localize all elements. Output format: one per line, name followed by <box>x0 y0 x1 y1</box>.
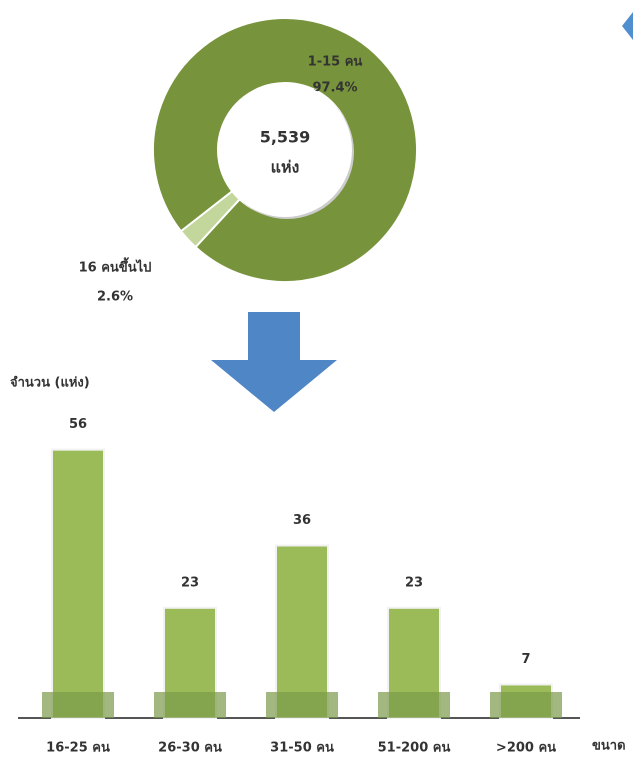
center-label: 5,539 <box>260 128 311 147</box>
slice-value: 2.6% <box>97 290 133 305</box>
center-label: แห่ง <box>271 158 300 177</box>
value-label: 23 <box>181 575 199 590</box>
x-tick-label: 51-200 คน <box>378 741 451 756</box>
down-arrow <box>211 312 337 412</box>
building <box>266 692 338 718</box>
value-label: 23 <box>405 575 423 590</box>
x-tick-label: >200 คน <box>496 741 556 756</box>
x-tick-label: 26-30 คน <box>158 741 222 756</box>
slice-label: 16 คนขึ้นไป <box>79 257 152 276</box>
bar <box>51 448 105 719</box>
slice-value: 97.4% <box>312 81 357 96</box>
donut-hole <box>218 83 352 217</box>
value-label: 56 <box>69 417 87 432</box>
building <box>490 692 562 718</box>
x-tick-label: 16-25 คน <box>46 741 110 756</box>
value-label: 7 <box>521 652 530 667</box>
building <box>378 692 450 718</box>
slice-label: 1-15 คน <box>308 55 363 70</box>
y-axis-label: จำนวน (แห่ง) <box>10 375 90 391</box>
building <box>154 692 226 718</box>
building <box>42 692 114 718</box>
x-tick-label: 31-50 คน <box>270 741 334 756</box>
bar <box>275 544 329 719</box>
decoration <box>622 12 633 40</box>
x-axis-label: ขนาด <box>592 739 626 754</box>
value-label: 36 <box>293 513 311 528</box>
